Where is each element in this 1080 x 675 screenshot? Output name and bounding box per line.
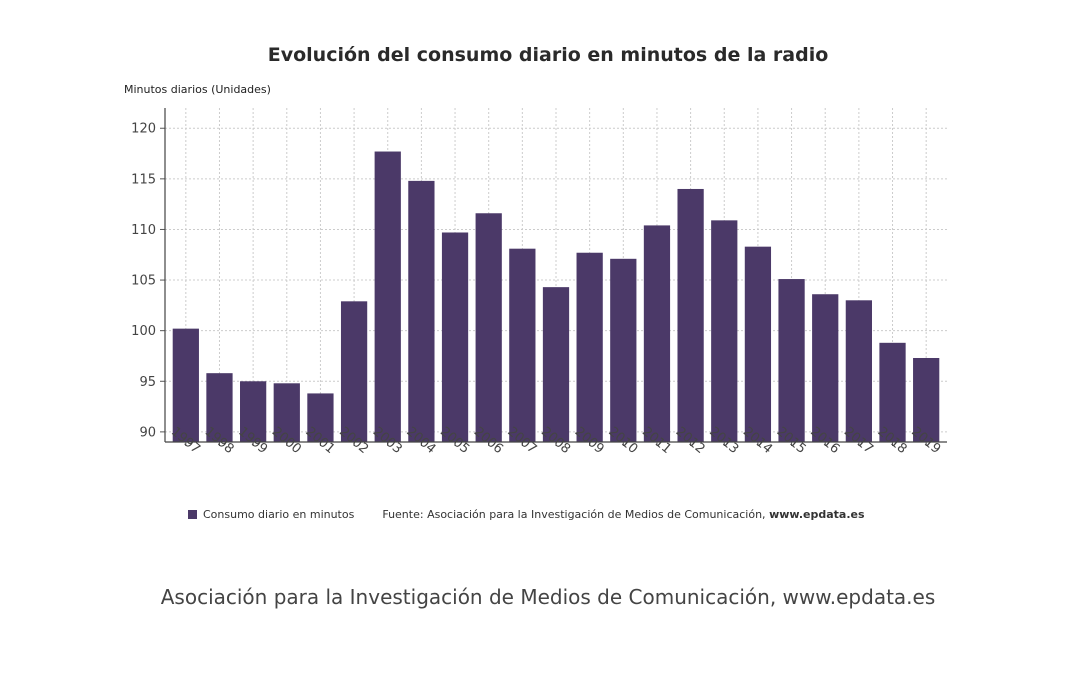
bar-2019 [913,357,940,442]
bar-2015 [778,279,805,442]
bar-2010 [610,258,637,442]
bar-2001 [307,393,334,442]
bar-2000 [273,383,300,442]
bar-2013 [711,220,738,442]
y-tick-label: 100 [131,324,156,339]
source-text: Fuente: Asociación para la Investigación… [382,507,766,521]
y-tick-label: 105 [131,274,156,289]
image-caption: Asociación para la Investigación de Medi… [160,585,936,609]
bar-2008 [542,287,570,442]
bar-2014 [744,246,772,442]
bar-2002 [340,301,368,442]
chart-title: Evolución del consumo diario en minutos … [267,44,829,66]
legend: Consumo diario en minutos Fuente: Asocia… [188,506,865,522]
y-tick-label: 120 [131,122,156,137]
bar-2007 [509,248,536,442]
y-axis-ticks: 90 95 100 105 110 115 120 [131,122,165,440]
bar-1999 [240,381,267,442]
y-tick-label: 115 [131,172,156,187]
bar-1997 [172,328,199,442]
bar-2012 [677,188,704,442]
y-tick-label: 95 [139,375,156,390]
bar-2005 [441,232,469,442]
legend-series-label: Consumo diario en minutos [203,507,355,521]
bars [172,151,940,442]
bar-2004 [408,180,435,442]
bar-2006 [475,213,502,442]
source-note: Fuente: Asociación para la Investigación… [382,508,864,521]
bar-2009 [576,252,603,442]
source-url[interactable]: www.epdata.es [769,507,865,521]
y-tick-label: 90 [139,425,156,440]
y-tick-label: 110 [131,223,156,238]
bar-1998 [206,373,233,442]
bar-2016 [812,294,839,442]
bar-2017 [845,300,872,442]
legend-swatch [188,509,197,519]
y-axis-label: Minutos diarios (Unidades) [124,83,271,96]
bar-2018 [879,342,906,442]
bar-2011 [643,225,671,442]
bar-2003 [374,151,401,442]
